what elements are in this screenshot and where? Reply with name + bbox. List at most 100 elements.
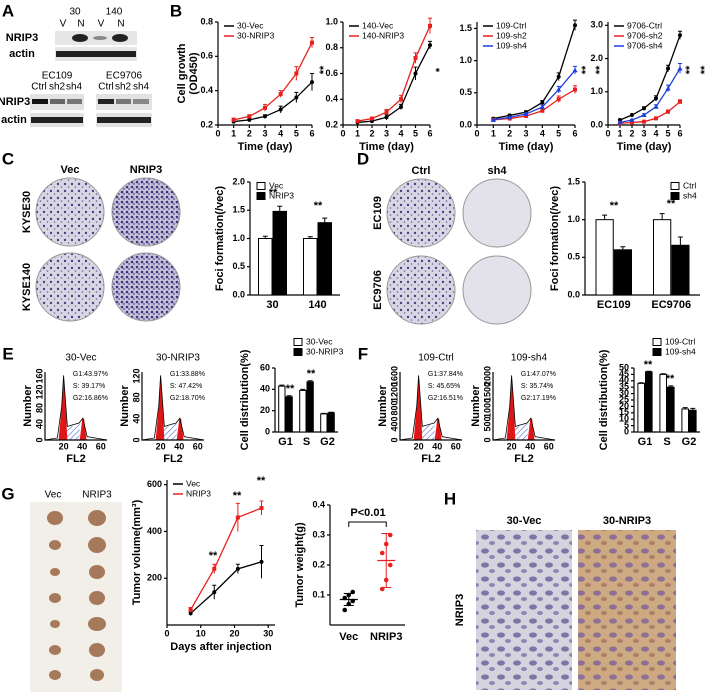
point (355, 119, 360, 124)
x-tick-label: 0 (164, 628, 169, 638)
x-tick-label: 4 (398, 128, 403, 138)
series-line (357, 44, 431, 124)
annotation: ** (666, 373, 675, 385)
legend-label: Vec (186, 478, 201, 488)
point (666, 66, 670, 71)
flow-xtick: 40 (174, 441, 184, 451)
x-tick-label: NRIP3 (370, 631, 402, 643)
bar (667, 386, 675, 433)
x-axis-label: Time (day) (499, 141, 554, 153)
histogram-g1 (155, 375, 165, 440)
bar (272, 210, 287, 296)
histogram-s-phase (514, 423, 528, 440)
point (387, 562, 393, 568)
flow-stat: G1:33.88% (170, 371, 205, 378)
flow-xtick: 60 (451, 441, 461, 451)
flow-xtick: 60 (544, 441, 554, 451)
y-tick-label: 0.2 (312, 559, 325, 569)
y-tick-label: 1.0 (567, 214, 580, 224)
y-tick-label: 0.4 (200, 85, 213, 95)
point (278, 92, 283, 97)
point (235, 566, 240, 571)
flow-xtick: 40 (77, 441, 87, 451)
y-tick-label: 0.5 (459, 87, 472, 97)
x-tick-label: 0 (340, 128, 345, 138)
y-axis-label: Cell growth (176, 43, 188, 103)
blot-lane: sh4 (66, 82, 83, 93)
flow-ytick: 1600 (389, 366, 399, 386)
y-tick-label: 0.6 (325, 68, 338, 78)
flow-title: 109-Ctrl (418, 353, 454, 364)
y-tick-label: 0.8 (325, 42, 338, 52)
flow-stat: S: 35.74% (521, 383, 553, 390)
x-tick-label: 140 (308, 299, 326, 311)
blot-lane: Ctrl (31, 82, 47, 93)
annotation: ** (667, 198, 676, 210)
legend-label: 30-NRIP3 (306, 346, 344, 356)
annotation: ** (699, 65, 711, 74)
point (384, 115, 389, 120)
flow-ytick: 40 (34, 419, 44, 429)
y-tick-label: 0.5 (232, 261, 245, 271)
legend-label: Ctrl (683, 180, 696, 190)
error-bar (286, 395, 292, 397)
y-tick-label: 1.5 (232, 205, 245, 215)
point (342, 607, 348, 613)
legend-swatch (652, 348, 662, 356)
x-tick-label: 6 (572, 128, 577, 138)
point (235, 515, 240, 520)
point (507, 114, 513, 120)
legend-label: 109-sh2 (496, 30, 527, 40)
point (654, 116, 658, 121)
point (572, 67, 578, 73)
annotation: ** (209, 550, 218, 562)
point (310, 80, 314, 85)
legend-label: 30-Vec (237, 20, 264, 30)
xenograft-column: Vec (45, 490, 62, 501)
point (666, 109, 670, 114)
x-tick-label: 6 (677, 128, 682, 138)
series-line (190, 507, 262, 611)
y-tick-label: 1.0 (459, 55, 472, 65)
blot-lane: N (117, 19, 124, 30)
y-tick-label: 2.0 (232, 176, 245, 186)
flow-ytick: 500 (482, 416, 492, 431)
point (540, 100, 545, 105)
annotation: * (434, 67, 446, 72)
x-axis-label: Days after injection (170, 641, 272, 653)
point (617, 119, 623, 125)
annotation: ** (233, 490, 242, 502)
point (642, 119, 646, 124)
point (247, 117, 252, 122)
blot-row: actin (1, 114, 27, 126)
bar (306, 381, 314, 433)
blot-group: 30 (69, 7, 81, 18)
bar (327, 412, 335, 433)
flow-xlabel: FL2 (66, 453, 86, 465)
histogram-outline (44, 375, 108, 441)
panel-label: D (357, 149, 369, 168)
histogram-s-phase (421, 423, 435, 440)
blot-lane: sh2 (49, 82, 66, 93)
y-tick-label: 600 (147, 479, 162, 489)
blot-lane: sh2 (115, 82, 132, 93)
x-tick-label: 1 (617, 128, 622, 138)
x-tick-label: 3 (523, 128, 528, 138)
point (399, 97, 403, 102)
ihc-row: NRIP3 (454, 594, 466, 626)
plate-column: Ctrl (412, 165, 431, 177)
y-tick-label: 40 (619, 375, 629, 385)
plate-column: Vec (61, 164, 80, 176)
flow-ytick: 2000 (482, 366, 492, 386)
flow-ytick: 80 (131, 392, 141, 402)
bar (671, 244, 690, 296)
flow-ytick: 0 (389, 437, 399, 442)
y-tick-label: 0.5 (567, 252, 580, 262)
panel-label: G (1, 484, 14, 503)
x-tick-label: 5 (556, 128, 561, 138)
blot-lane: N (77, 19, 84, 30)
x-tick-label: 2 (369, 128, 374, 138)
point (370, 116, 374, 121)
y-tick-label: 1.5 (459, 23, 472, 33)
